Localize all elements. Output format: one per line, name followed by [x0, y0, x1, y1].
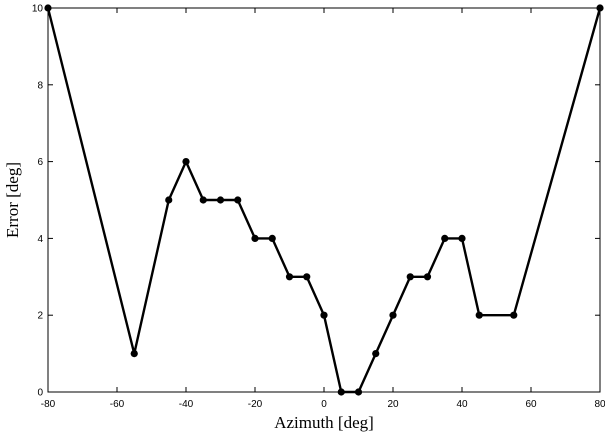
tick-labels: -80 -60 -40 -20 0 20 40 60 80 0 2 4 6 8 10: [32, 4, 605, 411]
x-tick-label: 20: [387, 399, 399, 410]
data-point: [182, 158, 190, 166]
x-tick-label: 80: [594, 399, 605, 410]
data-point: [406, 273, 414, 281]
data-point: [596, 4, 604, 12]
data-point: [285, 273, 294, 281]
x-tick-label: -40: [179, 399, 194, 410]
data-point: [510, 311, 518, 319]
data-point: [268, 234, 276, 242]
x-tick-label: 0: [321, 399, 327, 410]
data-point: [303, 273, 311, 281]
plot-frame: [47, 7, 601, 393]
data-point: [389, 311, 397, 319]
data-point: [234, 196, 242, 204]
data-point: [165, 196, 173, 204]
x-tick-label: 40: [456, 399, 468, 410]
y-tick-label: 6: [37, 157, 43, 168]
data-point: [372, 350, 380, 358]
y-axis-title: Error [deg]: [3, 162, 22, 238]
data-markers: [44, 4, 604, 396]
y-tick-label: 4: [37, 234, 43, 245]
data-point: [199, 196, 207, 204]
x-tick-label: -60: [110, 399, 125, 410]
y-tick-label: 2: [37, 311, 43, 322]
data-point: [130, 350, 138, 358]
data-point: [475, 311, 483, 319]
axis-ticks: [47, 7, 601, 393]
x-tick-label: 60: [525, 399, 537, 410]
data-point: [44, 4, 52, 12]
data-point: [423, 273, 432, 281]
x-axis-title: Azimuth [deg]: [274, 413, 374, 432]
data-point: [320, 311, 328, 319]
data-point: [216, 196, 225, 204]
y-tick-label: 10: [32, 4, 44, 15]
data-point: [458, 234, 466, 242]
x-tick-label: -20: [248, 399, 263, 410]
y-tick-label: 8: [37, 80, 43, 91]
y-tick-label: 0: [37, 388, 43, 399]
data-point: [337, 388, 345, 396]
data-point: [354, 388, 363, 396]
x-tick-label: -80: [41, 399, 56, 410]
series-line: [46, 7, 602, 394]
data-point: [251, 234, 259, 242]
data-point: [441, 234, 449, 242]
